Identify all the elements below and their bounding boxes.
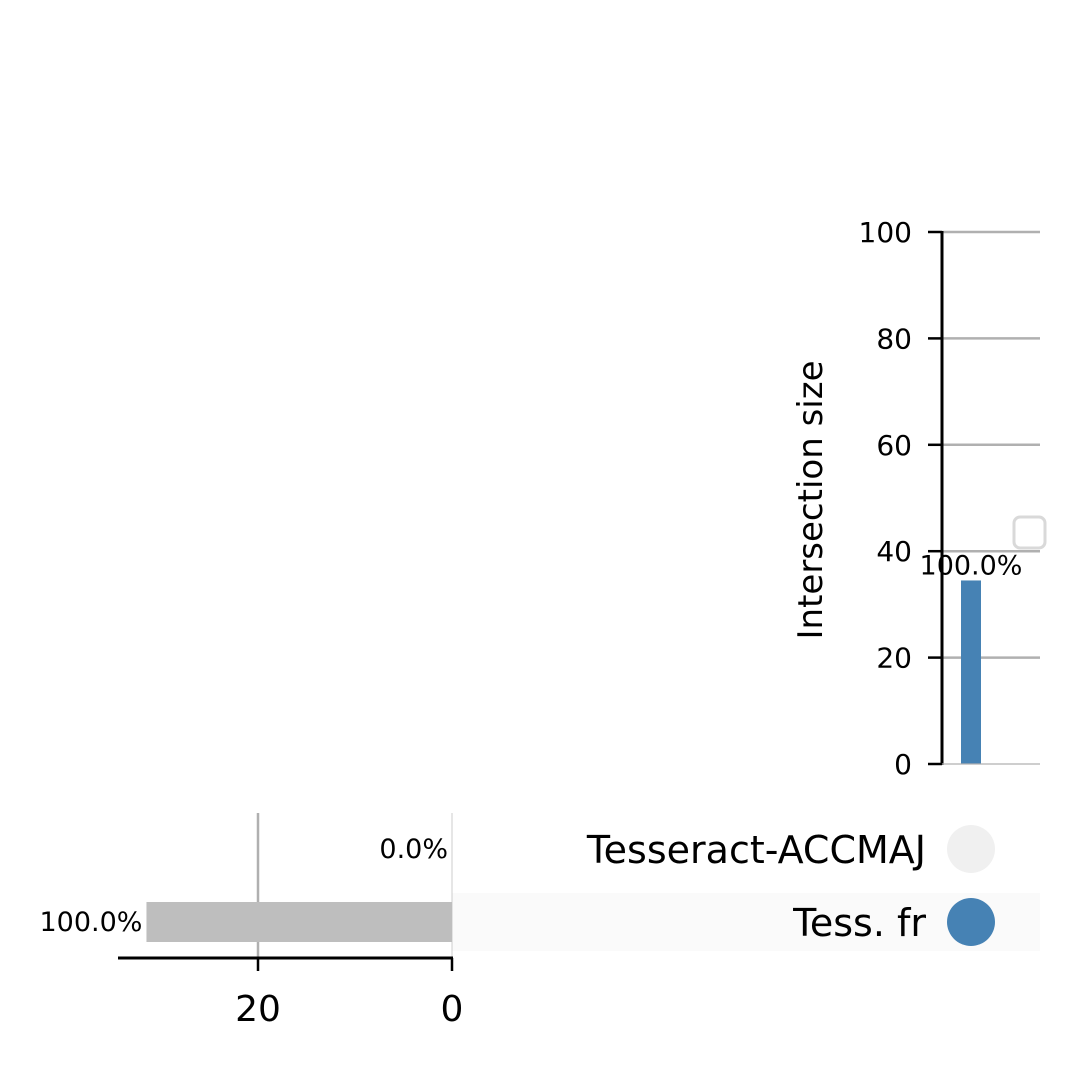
set-name-label: Tess. fr [792, 901, 926, 945]
intersection-y-tick-label: 60 [876, 429, 912, 462]
set-size-bar-label: 100.0% [39, 907, 142, 938]
intersection-size-chart: 100.0% 0 20 40 60 80 100 Intersection size [791, 216, 1047, 781]
set-size-bar-label: 0.0% [379, 834, 448, 865]
intersection-bar-label: 100.0% [920, 550, 1023, 581]
set-size-x-tick-label: 20 [235, 989, 281, 1030]
intersection-bars: 100.0% [920, 550, 1023, 764]
intersection-y-tick-label: 20 [876, 642, 912, 675]
matrix-dot-inactive [947, 825, 995, 873]
intersection-bar [961, 580, 981, 764]
set-size-chart: 0.0% 100.0% 20 0 [39, 813, 463, 1030]
set-size-bar [146, 902, 452, 942]
legend-box [1012, 515, 1047, 550]
intersection-y-tick-label: 0 [894, 748, 912, 781]
intersection-gridlines [942, 230, 1040, 659]
membership-matrix: Tesseract-ACCMAJ Tess. fr [452, 825, 1040, 951]
intersection-y-tick-label: 100 [859, 216, 912, 249]
set-name-label: Tesseract-ACCMAJ [586, 828, 926, 872]
matrix-row-shade [452, 893, 1040, 951]
matrix-dot-active [947, 898, 995, 946]
intersection-y-axis-title: Intersection size [791, 361, 831, 640]
intersection-y-tick-label: 40 [876, 535, 912, 568]
intersection-y-tick-label: 80 [876, 322, 912, 355]
set-size-x-tick-label: 0 [441, 989, 464, 1030]
intersection-y-axis: 0 20 40 60 80 100 [859, 216, 1040, 781]
